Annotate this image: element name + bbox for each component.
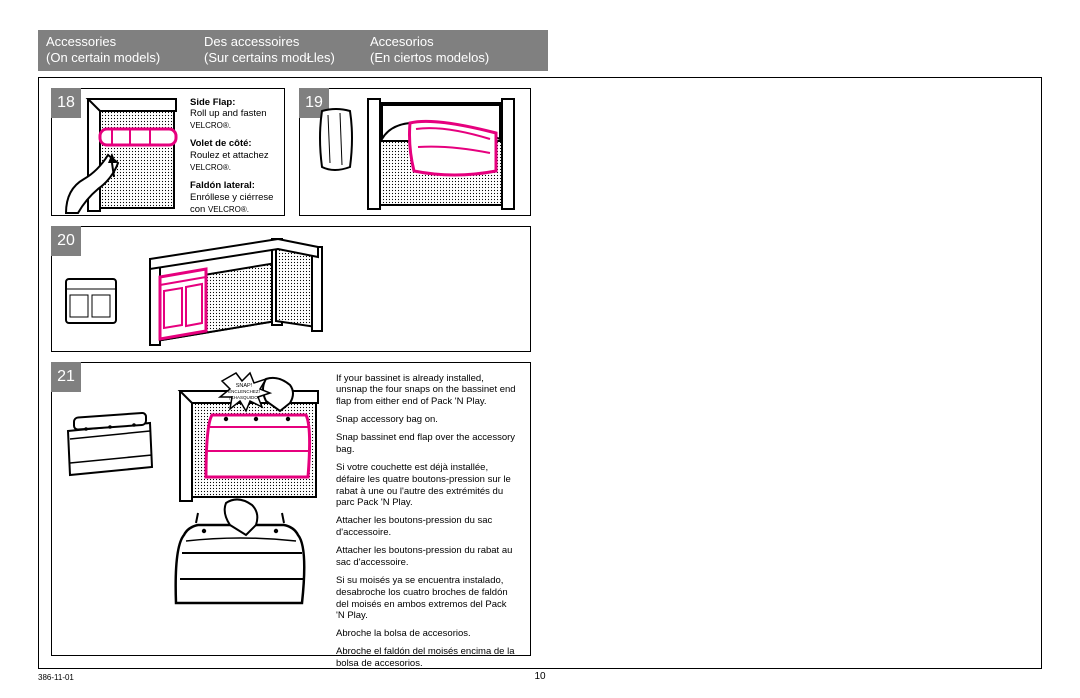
step-21-text: If your bassinet is already installed, u… <box>336 373 516 676</box>
s21-en-p1: If your bassinet is already installed, u… <box>336 373 516 409</box>
panel-step-18: 18 <box>51 88 285 216</box>
faldon-title: Faldón lateral: <box>190 180 255 191</box>
header-en-sub: (On certain models) <box>46 50 188 66</box>
page-number: 10 <box>38 671 1042 682</box>
header-col-fr: Des accessoires (Sur certains modŁles) <box>196 30 362 71</box>
side-flap-title: Side Flap: <box>190 97 235 108</box>
s21-en-p2: Snap accessory bag on. <box>336 414 516 426</box>
faldon-brand: VELCRO®. <box>208 205 249 214</box>
panel-step-20: 20 <box>51 226 531 352</box>
instruction-frame: 18 <box>38 77 1042 669</box>
section-header: Accessories (On certain models) Des acce… <box>38 30 1042 71</box>
volet-brand: VELCRO®. <box>190 163 231 172</box>
header-es-sub: (En ciertos modelos) <box>370 50 540 66</box>
s21-fr-p2: Attacher les boutons-pression du sac d'a… <box>336 515 516 539</box>
volet-title: Volet de côté: <box>190 138 252 149</box>
s21-es-p2: Abroche la bolsa de accesorios. <box>336 628 516 640</box>
bubble-chasquido: ¡CHASQUIDO! <box>229 395 259 400</box>
illustration-step-21: SNAP! ENCLENCHEZ! ¡CHASQUIDO! <box>56 367 326 653</box>
side-flap-text: Roll up and fasten <box>190 108 267 119</box>
row-18-19: 18 <box>51 88 1029 216</box>
bubble-enclenchez: ENCLENCHEZ! <box>228 389 260 394</box>
step-18-text: Side Flap: Roll up and fasten VELCRO®. V… <box>190 97 280 216</box>
s21-es-p3: Abroche el faldón del moisés encima de l… <box>336 646 516 670</box>
volet-text: Roulez et attachez <box>190 150 269 161</box>
header-fr-sub: (Sur certains modŁles) <box>204 50 354 66</box>
footer: 386-11-01 10 <box>38 673 1042 682</box>
s21-es-p1: Si su moisés ya se encuentra instalado, … <box>336 575 516 623</box>
s21-fr-p3: Attacher les boutons-pression du rabat a… <box>336 545 516 569</box>
row-20: 20 <box>51 226 1029 352</box>
panel-step-21: 21 <box>51 362 531 656</box>
header-es-title: Accesorios <box>370 34 540 50</box>
header-col-es: Accesorios (En ciertos modelos) <box>362 30 548 71</box>
illustration-step-20 <box>56 231 526 351</box>
s21-en-p3: Snap bassinet end flap over the accessor… <box>336 432 516 456</box>
illustration-step-18 <box>56 93 182 215</box>
header-fr-title: Des accessoires <box>204 34 354 50</box>
panel-step-19: 19 <box>299 88 531 216</box>
row-21: 21 <box>51 362 1029 656</box>
header-col-en: Accessories (On certain models) <box>38 30 196 71</box>
header-en-title: Accessories <box>46 34 188 50</box>
s21-fr-p1: Si votre couchette est déjà installée, d… <box>336 462 516 510</box>
illustration-step-19 <box>304 93 528 215</box>
side-flap-brand: VELCRO®. <box>190 121 231 130</box>
